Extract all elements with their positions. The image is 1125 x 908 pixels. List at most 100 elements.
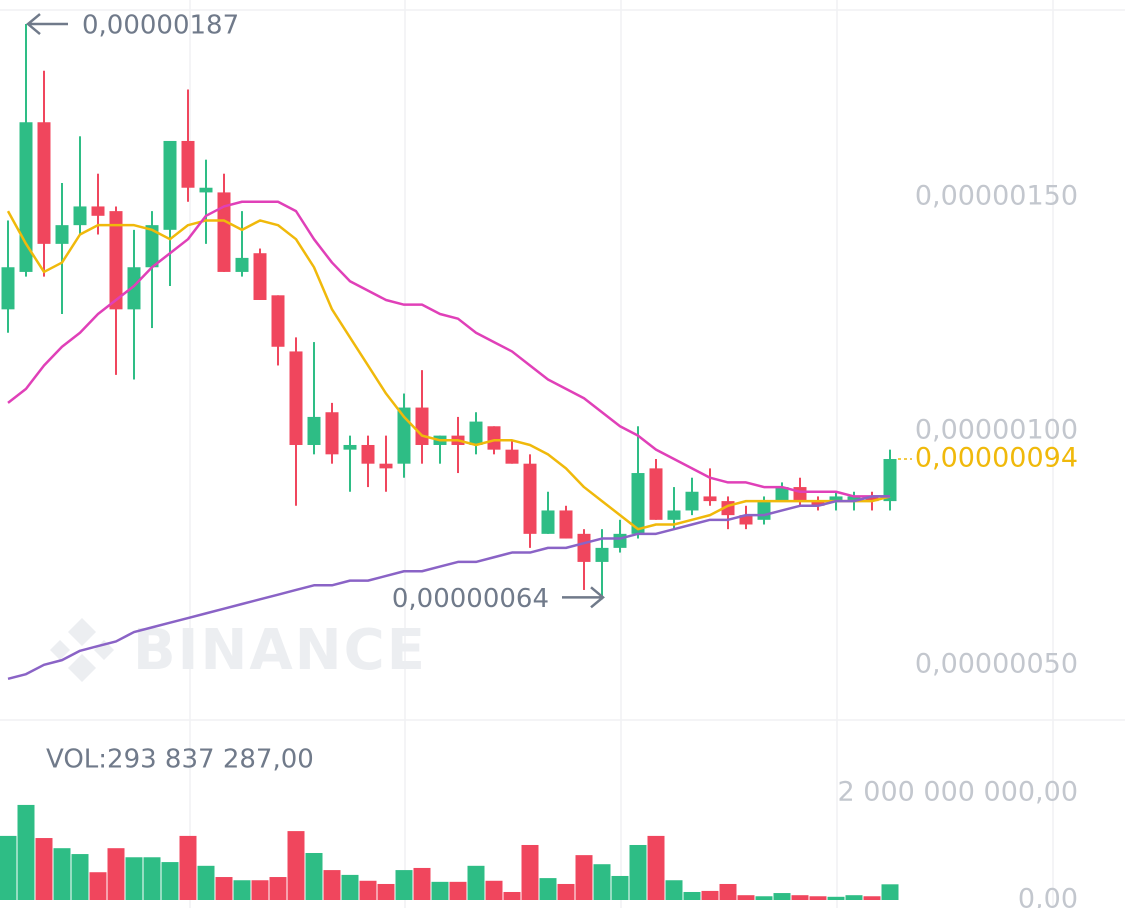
volume-bar <box>485 880 503 900</box>
candle-body <box>847 496 861 502</box>
watermark-logo <box>50 618 114 682</box>
candle-body <box>37 122 51 244</box>
candle-body <box>595 547 609 562</box>
volume-bar <box>323 870 341 900</box>
candle-body <box>613 533 627 548</box>
candle-body <box>127 267 141 310</box>
y-tick-label: 0,00000150 <box>915 181 1078 212</box>
volume-bar <box>845 895 863 900</box>
candle-body <box>703 496 717 502</box>
volume-bar <box>773 893 791 900</box>
candle-body <box>775 487 789 502</box>
low-arrow <box>562 586 605 609</box>
volume-bar <box>305 852 323 900</box>
volume-label: VOL:293 837 287,00 <box>46 745 314 775</box>
volume-bar <box>593 864 611 900</box>
candle-body <box>415 407 429 445</box>
volume-bar <box>503 891 521 900</box>
volume-tick-label: 2 000 000 000,00 <box>838 777 1078 808</box>
volume-bar <box>791 895 809 900</box>
volume-bar <box>557 883 575 900</box>
volume-bar <box>0 835 17 900</box>
volume-bar <box>539 878 557 900</box>
candle-body <box>199 187 213 193</box>
candle-body <box>361 444 375 464</box>
candle-body <box>667 510 681 520</box>
candle-body <box>577 533 591 562</box>
candle-body <box>55 225 69 244</box>
volume-bar <box>179 835 197 900</box>
watermark: BINANCE <box>50 618 425 683</box>
volume-bar <box>107 848 125 900</box>
candle-body <box>793 487 807 502</box>
volume-bar <box>863 896 881 900</box>
candle-body <box>757 501 771 520</box>
candle-body <box>631 473 645 534</box>
candle-body <box>289 351 303 445</box>
candle-body <box>217 192 231 272</box>
volume-bar <box>143 857 161 900</box>
candle-body <box>811 501 825 506</box>
volume-bar <box>71 854 89 900</box>
volume-bar <box>755 896 773 900</box>
volume-bar <box>197 865 215 900</box>
candle-body <box>739 515 753 525</box>
candle-body <box>253 253 267 300</box>
candle-body <box>685 491 699 511</box>
volume-bar <box>89 872 107 900</box>
volume-bar <box>701 890 719 900</box>
volume-bar <box>665 880 683 900</box>
candle-body <box>91 206 105 216</box>
volume-bar <box>521 844 539 900</box>
candle-body <box>469 421 483 445</box>
volume-bar <box>359 880 377 900</box>
high-arrow <box>26 13 68 35</box>
candle-body <box>379 463 393 469</box>
volume-bar <box>611 875 629 900</box>
moving-average-line <box>7 200 890 498</box>
volume-bar <box>683 891 701 900</box>
candle-body <box>235 257 249 272</box>
candle-body <box>523 463 537 534</box>
volume-bar <box>233 880 251 900</box>
volume-bar <box>647 835 665 900</box>
candle-body <box>181 140 195 188</box>
volume-bar <box>215 877 233 900</box>
volume-bar <box>467 865 485 900</box>
low-label: 0,00000064 <box>392 584 549 614</box>
candle-body <box>649 468 663 520</box>
volume-bar <box>575 855 593 900</box>
moving-average-line <box>6 210 891 531</box>
volume-bar <box>377 883 395 900</box>
volume-bar <box>125 857 143 900</box>
candle-body <box>19 122 33 272</box>
y-tick-label: 0,00000100 <box>915 414 1078 445</box>
volume-bar <box>35 838 53 900</box>
volume-bar <box>431 881 449 900</box>
volume-bar <box>629 844 647 900</box>
candle-body <box>163 140 177 230</box>
candle-body <box>145 225 159 268</box>
candle-body <box>559 510 573 539</box>
volume-bar <box>161 862 179 900</box>
y-tick-label: 0,00000050 <box>915 648 1078 679</box>
volume-bar <box>395 870 413 900</box>
high-label: 0,00000187 <box>82 11 239 41</box>
volume-bar <box>287 831 305 900</box>
volume-bar <box>251 880 269 900</box>
volume-bar <box>413 867 431 900</box>
candle-body <box>325 412 339 455</box>
candle-body <box>109 211 123 310</box>
volume-bar <box>449 881 467 900</box>
candle-body <box>865 496 879 502</box>
volume-bar <box>827 896 845 900</box>
candle-body <box>307 416 321 445</box>
volume-bar <box>737 895 755 900</box>
candle-body <box>829 496 843 502</box>
candle-body <box>343 444 357 450</box>
moving-average-line <box>7 495 890 681</box>
volume-bar <box>269 877 287 900</box>
volume-tick-label: 0,00 <box>1018 884 1078 908</box>
volume-bar <box>53 848 71 900</box>
